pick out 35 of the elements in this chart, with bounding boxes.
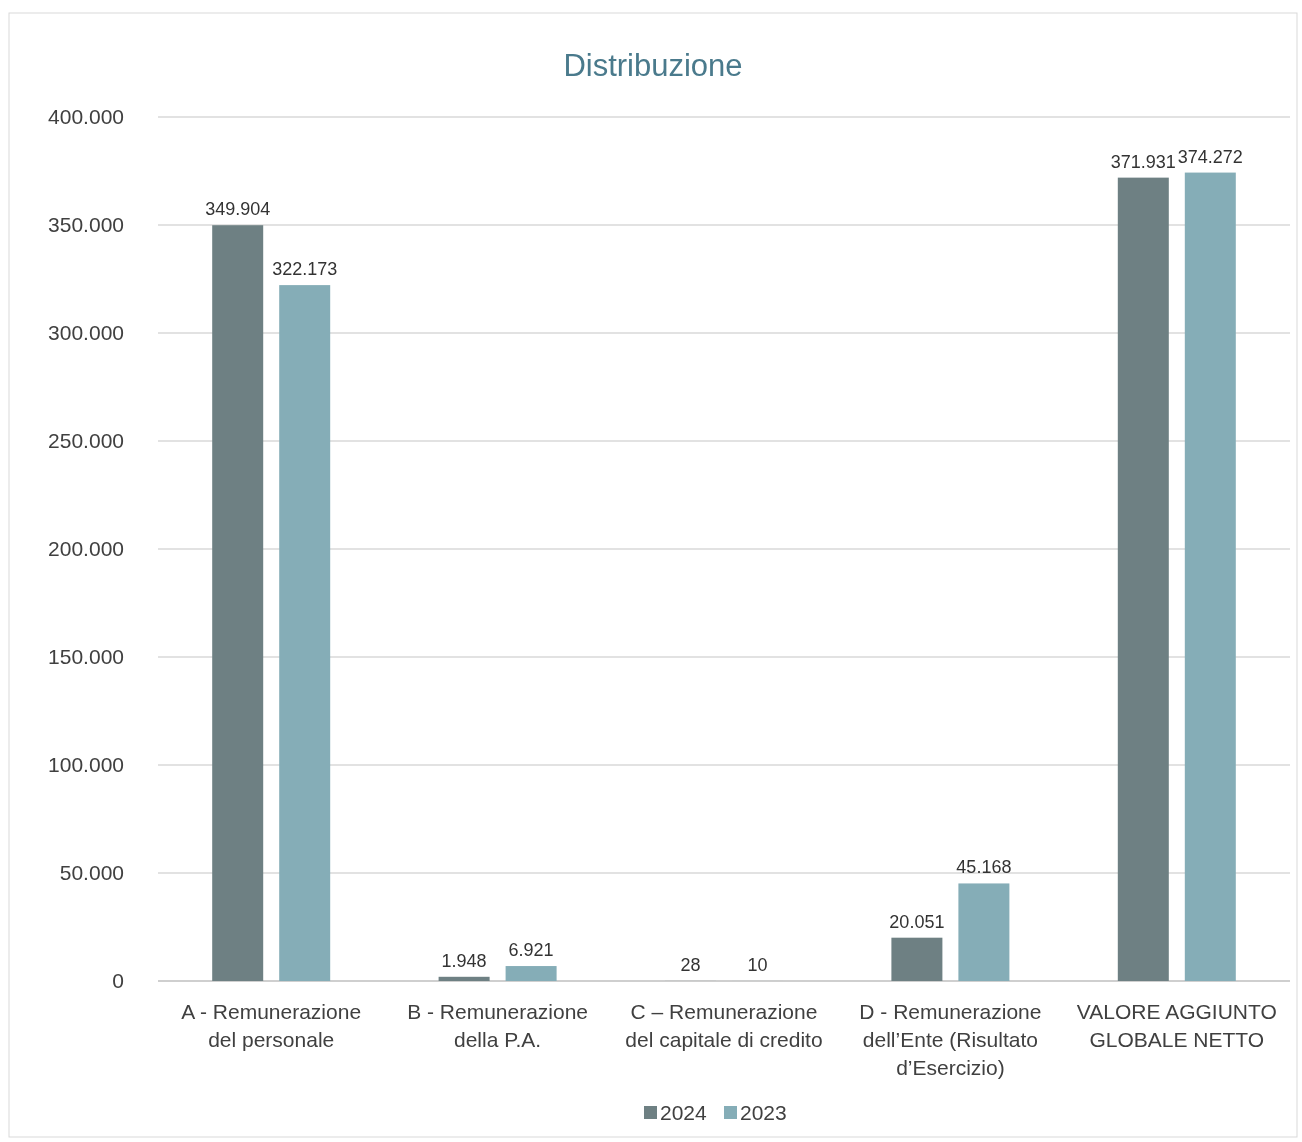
x-tick-label: B - Remunerazione della P.A. [407,1000,589,1051]
data-label: 28 [680,954,701,975]
data-label: 349.904 [205,199,271,220]
bar [1117,177,1169,981]
x-tick-label: C – Remunerazione del capitale di credito [625,1000,823,1051]
data-label: 374.272 [1177,146,1243,167]
y-tick-label: 300.000 [48,321,124,345]
bar [958,883,1010,981]
bar [1184,172,1236,981]
y-tick-label: 400.000 [48,105,124,129]
x-tick-label: VALORE AGGIUNTO GLOBALE NETTO [1076,1000,1277,1051]
data-label: 371.931 [1110,151,1176,172]
y-tick-label: 200.000 [48,537,124,561]
y-tick-label: 100.000 [48,753,124,777]
y-tick-label: 50.000 [59,861,124,885]
bar [438,976,490,981]
data-label: 1.948 [441,950,487,971]
data-label: 6.921 [508,940,554,961]
data-label: 10 [747,954,768,975]
x-tick-label: D - Remunerazione dell’Ente (Risultato d’Esercizio) [859,1000,1042,1079]
bar [891,937,943,981]
chart-title: Distribuzione [563,48,743,83]
y-tick-label: 350.000 [48,213,124,237]
y-tick-label: 0 [112,969,124,993]
legend-label: 2023 [740,1101,787,1124]
data-label: 20.051 [889,911,945,932]
data-label: 322.173 [272,259,338,280]
bar [505,966,557,981]
bar [279,285,331,981]
bar [212,225,264,981]
data-label: 45.168 [956,857,1012,878]
y-tick-label: 250.000 [48,429,124,453]
y-tick-label: 150.000 [48,645,124,669]
x-tick-label: A - Remunerazione del personale [181,1000,362,1051]
legend-label: 2024 [660,1101,708,1124]
